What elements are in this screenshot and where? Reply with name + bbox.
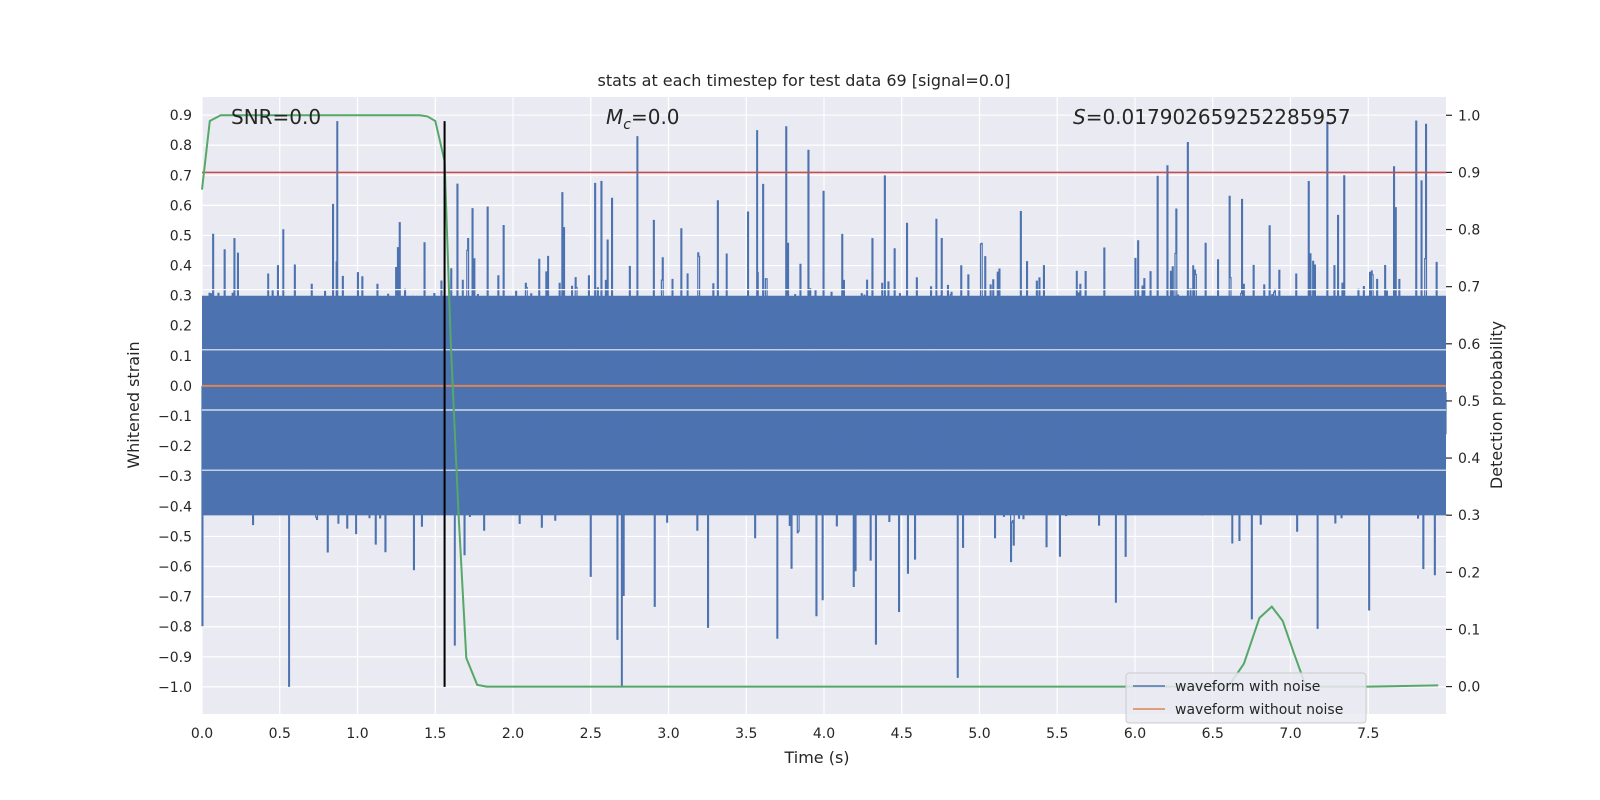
detection-probability-line xyxy=(201,114,1439,688)
x-tick-label: 0.5 xyxy=(269,726,291,742)
y-right-tick-label: 0.9 xyxy=(1458,165,1480,181)
y-left-tick-label: −1.0 xyxy=(158,680,192,696)
y-left-tick-label: 0.7 xyxy=(170,168,192,184)
legend-label-clean: waveform without noise xyxy=(1175,702,1343,718)
x-tick-label: 3.5 xyxy=(735,726,757,742)
x-tick-label: 2.0 xyxy=(502,726,524,742)
x-tick-label: 6.0 xyxy=(1124,726,1146,742)
right-axis-ticks: 1.0 0.9 0.8 0.7 0.6 0.5 0.4 0.3 0.2 0.1 0.0 xyxy=(1446,108,1480,696)
y-right-tick-label: 0.7 xyxy=(1458,280,1480,296)
y-left-tick-label: −0.7 xyxy=(158,590,192,606)
chirp-mass-symbol: M xyxy=(606,105,623,129)
x-tick-label: 5.0 xyxy=(968,726,990,742)
s-value: =0.017902659252285957 xyxy=(1086,105,1351,129)
y-right-tick-label: 0.4 xyxy=(1458,451,1480,467)
y-right-tick-label: 0.2 xyxy=(1458,565,1480,581)
x-tick-label: 7.5 xyxy=(1357,726,1379,742)
x-tick-label: 3.0 xyxy=(657,726,679,742)
x-tick-label: 7.0 xyxy=(1279,726,1301,742)
x-tick-label: 5.5 xyxy=(1046,726,1068,742)
y-left-tick-label: 0.9 xyxy=(170,108,192,124)
legend: waveform with noise waveform without noi… xyxy=(1125,672,1367,724)
chirp-mass-subscript: c xyxy=(623,117,631,133)
y-left-tick-label: 0.6 xyxy=(170,198,192,214)
y-left-tick-label: −0.3 xyxy=(158,469,192,485)
y-left-tick-label: 0.8 xyxy=(170,138,192,154)
x-axis-label: Time (s) xyxy=(783,748,849,767)
x-tick-label: 1.5 xyxy=(424,726,446,742)
x-axis-ticks: 0.0 0.5 1.0 1.5 2.0 2.5 3.0 3.5 4.0 4.5 5.0 5.5 6.0 6… xyxy=(191,726,1380,742)
y-right-tick-label: 0.3 xyxy=(1458,508,1480,524)
y-left-tick-label: −0.8 xyxy=(158,620,192,636)
y-left-tick-label: −0.9 xyxy=(158,650,192,666)
y-right-tick-label: 0.6 xyxy=(1458,337,1480,353)
chart-title: stats at each timestep for test data 69 … xyxy=(598,71,1011,90)
y-right-tick-label: 1.0 xyxy=(1458,108,1480,124)
chirp-mass-value: =0.0 xyxy=(631,105,680,129)
s-annotation: S=0.017902659252285957 xyxy=(1073,105,1351,129)
y-left-tick-label: 0.4 xyxy=(170,259,192,275)
s-symbol: S xyxy=(1073,105,1086,129)
y-right-tick-label: 0.5 xyxy=(1458,394,1480,410)
left-axis-ticks: 0.9 0.8 0.7 0.6 0.5 0.4 0.3 0.2 0.1 0.0 −0.1 −0.2 −0… xyxy=(158,108,192,696)
y-axis-label-left: Whitened strain xyxy=(124,341,143,468)
x-tick-label: 4.5 xyxy=(891,726,913,742)
x-tick-label: 2.5 xyxy=(580,726,602,742)
y-right-tick-label: 0.8 xyxy=(1458,223,1480,239)
y-left-tick-label: −0.6 xyxy=(158,560,192,576)
y-left-tick-label: 0.5 xyxy=(170,228,192,244)
y-right-tick-label: 0.0 xyxy=(1458,680,1480,696)
y-left-tick-label: 0.0 xyxy=(170,379,192,395)
y-left-tick-label: −0.2 xyxy=(158,439,192,455)
y-right-tick-label: 0.1 xyxy=(1458,622,1480,638)
x-tick-label: 4.0 xyxy=(813,726,835,742)
y-left-tick-label: −0.5 xyxy=(158,529,192,545)
y-left-tick-label: −0.1 xyxy=(158,409,192,425)
y-left-tick-label: 0.2 xyxy=(170,319,192,335)
snr-annotation: SNR=0.0 xyxy=(231,105,321,129)
chirp-mass-annotation: Mc=0.0 xyxy=(606,105,680,133)
legend-label-noise: waveform with noise xyxy=(1175,679,1320,695)
legend-box xyxy=(1125,672,1367,724)
y-left-tick-label: 0.3 xyxy=(170,289,192,305)
noisy-waveform-series xyxy=(201,120,1447,687)
y-axis-label-right: Detection probability xyxy=(1487,321,1506,489)
y-left-tick-label: 0.1 xyxy=(170,349,192,365)
overlay-lines xyxy=(201,114,1446,688)
y-left-tick-label: −0.4 xyxy=(158,499,192,515)
x-tick-label: 6.5 xyxy=(1202,726,1224,742)
x-tick-label: 1.0 xyxy=(346,726,368,742)
x-tick-label: 0.0 xyxy=(191,726,213,742)
